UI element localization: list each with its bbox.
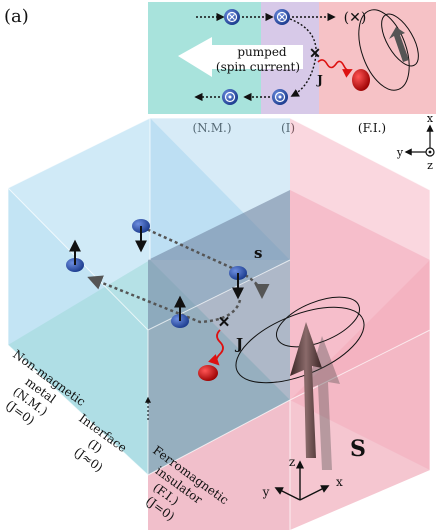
main-local-moment	[198, 365, 218, 381]
magnetization-label: S	[350, 436, 366, 462]
inset-precession-ellipse-1	[358, 9, 410, 91]
svg-text:(I): (I)	[85, 436, 105, 456]
main-interaction-wave	[208, 329, 224, 366]
fi-region-label: Ferromagnetic insulator (F.I.) (J=0)	[143, 443, 231, 524]
panel-label: (a)	[4, 6, 29, 27]
inset-spin-out-2	[272, 89, 288, 105]
inset-panel: pumped (spin current) (✕) ✕ J	[148, 2, 436, 172]
conduction-spin-3	[171, 295, 189, 328]
magnetization-arrow-shadow	[306, 336, 340, 470]
fi-front-face	[148, 400, 290, 530]
inset-lost-spin: (✕)	[344, 10, 367, 26]
inset-reflection-path	[289, 18, 317, 97]
inset-exchange-label: J	[316, 73, 323, 87]
spin-label: s	[254, 244, 262, 262]
inset-local-moment	[352, 69, 370, 91]
inset-spin-in-2	[274, 9, 290, 25]
main-axis-x: x	[336, 475, 343, 489]
inset-axes: x y z	[396, 112, 435, 172]
inset-magnetization-arrow	[389, 27, 409, 62]
magnetization-arrow	[290, 322, 322, 458]
inset-label-fi: (F.I.)	[358, 121, 386, 135]
pumped-label-line1: pumped	[237, 45, 287, 59]
conduction-spin-2	[229, 266, 247, 300]
inset-spin-out-1	[222, 89, 238, 105]
inset-axis-z: z	[427, 159, 433, 172]
main-exchange-cross: ✕	[218, 313, 231, 331]
inset-exchange-cross: ✕	[309, 46, 321, 62]
inset-axis-y: y	[396, 146, 404, 159]
inset-spin-in-1	[224, 9, 240, 25]
inset-precession-ellipse-2	[381, 13, 419, 67]
main-exchange-label: J	[234, 335, 243, 353]
main-axes: z x y	[262, 455, 343, 501]
reflected-current-path	[87, 275, 242, 324]
main-3d-figure: s ✕ J S z x y Non-magnetic metal (N.M.) …	[3, 117, 431, 530]
main-axis-z: z	[289, 455, 295, 469]
inset-region-fi	[319, 2, 436, 114]
inset-interaction-wave	[317, 59, 353, 78]
inset-label-nm: (N.M.)	[192, 121, 231, 135]
main-axis-y: y	[262, 485, 270, 499]
inset-label-i: (I)	[281, 121, 295, 135]
pumped-current-arrow	[178, 37, 303, 77]
main-precession-ellipse-2	[276, 296, 360, 348]
conduction-spin-4	[66, 239, 84, 272]
pumped-label-line2: (spin current)	[216, 60, 300, 74]
fi-right-face	[290, 260, 430, 530]
conduction-spin-1	[132, 219, 150, 253]
inset-axis-x: x	[427, 112, 434, 125]
